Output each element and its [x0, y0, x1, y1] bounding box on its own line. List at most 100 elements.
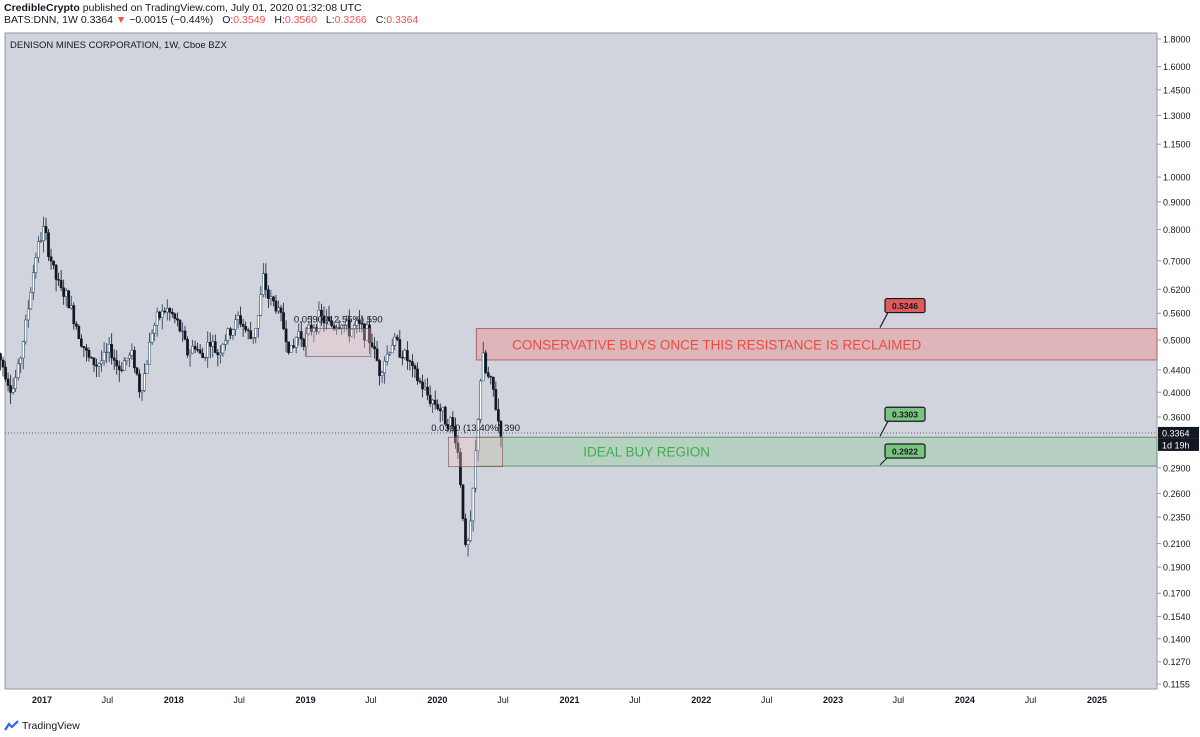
- candle-body: [62, 287, 66, 297]
- candle-body: [155, 311, 159, 326]
- candle-body: [408, 360, 412, 362]
- low-label: L:: [325, 14, 335, 26]
- candle-body: [443, 406, 447, 425]
- candle-body: [451, 417, 455, 427]
- candle-body: [229, 328, 232, 336]
- candle-body: [342, 324, 346, 327]
- candle-body: [431, 399, 435, 404]
- x-tick-label: Jul: [233, 695, 245, 705]
- candle-body: [143, 373, 146, 391]
- candle-body: [436, 404, 440, 410]
- candle-body: [474, 450, 477, 489]
- candle-body: [368, 324, 371, 344]
- candle-body: [54, 264, 58, 280]
- candle-body: [115, 360, 119, 367]
- candle-body: [201, 352, 205, 358]
- candle-body: [413, 365, 417, 370]
- brand-name[interactable]: TradingView: [22, 720, 80, 732]
- candle-body: [461, 484, 465, 519]
- candle-body: [484, 352, 488, 373]
- candle-body: [297, 331, 301, 338]
- candle-body: [499, 420, 503, 437]
- candle-body: [352, 325, 356, 330]
- candle-body: [340, 325, 344, 329]
- footer-bar: TradingView: [0, 716, 1200, 737]
- y-tick-label: 0.6200: [1163, 285, 1191, 295]
- price-axis[interactable]: [1157, 33, 1199, 689]
- candle-body: [100, 360, 103, 365]
- candle-body: [31, 272, 35, 293]
- candle-body: [176, 318, 179, 321]
- candle-body: [423, 386, 427, 390]
- x-tick-label: 2022: [691, 695, 711, 705]
- candle-body: [264, 273, 268, 290]
- candle-body: [130, 350, 134, 356]
- candle-body: [390, 345, 394, 354]
- candle-body: [239, 315, 242, 325]
- tradingview-logo-icon[interactable]: [4, 720, 20, 732]
- candle-body: [19, 357, 23, 365]
- author-name[interactable]: CredibleCrypto: [4, 2, 80, 14]
- candle-body: [183, 330, 187, 340]
- candle-body: [312, 327, 316, 332]
- x-tick-label: 2020: [427, 695, 447, 705]
- callout-pointer: [879, 418, 890, 437]
- candle-body: [165, 308, 169, 313]
- candle-body: [486, 372, 490, 377]
- candle-body: [208, 342, 212, 347]
- y-tick-label: 1.6000: [1163, 62, 1191, 72]
- candle-body: [135, 367, 139, 375]
- candle-body: [370, 342, 374, 347]
- candle-body: [16, 363, 20, 379]
- price-callout: [884, 443, 926, 459]
- candle-body: [14, 377, 17, 389]
- x-tick-label: 2021: [559, 695, 579, 705]
- y-tick-label: 1.0000: [1163, 173, 1191, 183]
- candle-body: [246, 329, 250, 332]
- candle-body: [57, 279, 60, 281]
- candle-body: [274, 300, 278, 312]
- candle-body: [360, 323, 364, 325]
- candle-body: [186, 339, 189, 356]
- y-tick-label: 1.3000: [1163, 111, 1191, 121]
- candle-body: [95, 364, 98, 367]
- candle-body: [170, 312, 174, 315]
- time-axis[interactable]: [5, 689, 1157, 715]
- price-callout: [884, 297, 926, 314]
- x-tick-label: 2017: [32, 695, 52, 705]
- measure-box: [305, 328, 372, 357]
- candle-body: [236, 315, 240, 320]
- x-tick-label: Jul: [365, 695, 377, 705]
- candle-body: [373, 346, 376, 350]
- price-callout-label: 0.2922: [892, 447, 918, 457]
- candle-body: [188, 352, 192, 356]
- candle-body: [193, 345, 197, 350]
- candle-body: [219, 352, 222, 356]
- candle-body: [380, 372, 384, 376]
- chart-canvas[interactable]: DENISON MINES CORPORATION, 1W, Cboe BZX …: [0, 28, 1200, 716]
- y-tick-label: 0.1270: [1163, 657, 1191, 667]
- candle-body: [145, 364, 149, 374]
- high-label: H:: [274, 14, 285, 26]
- candle-body: [464, 518, 467, 545]
- x-tick-label: Jul: [1025, 695, 1037, 705]
- candle-body: [279, 307, 283, 313]
- candle-body: [284, 328, 288, 343]
- measure-box: [448, 436, 504, 468]
- published-text: published on TradingView.com, July 01, 2…: [82, 2, 362, 14]
- candle-body: [469, 520, 472, 542]
- candle-body: [403, 350, 407, 358]
- chart-title: DENISON MINES CORPORATION, 1W, Cboe BZX: [10, 40, 227, 51]
- candle-body: [150, 332, 154, 343]
- candle-body: [269, 296, 273, 299]
- candle-body: [110, 344, 114, 359]
- candle-body: [52, 260, 55, 266]
- candle-body: [304, 333, 308, 347]
- candle-body: [133, 350, 136, 369]
- candle-body: [426, 386, 429, 396]
- chart-header: CredibleCrypto published on TradingView.…: [0, 0, 1200, 28]
- candle-body: [213, 341, 217, 353]
- candle-body: [37, 241, 40, 258]
- candle-body: [249, 330, 253, 339]
- last-price-value: 0.3364: [80, 14, 113, 26]
